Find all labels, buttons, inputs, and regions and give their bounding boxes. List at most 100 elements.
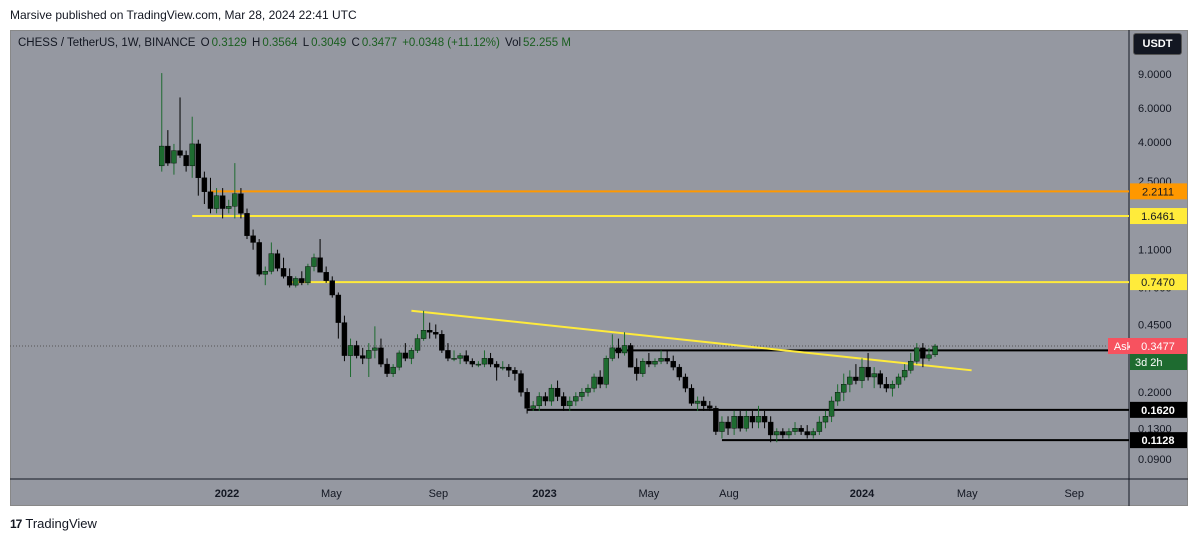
price-tick-label: 4.0000 bbox=[1138, 137, 1172, 149]
candle-body bbox=[731, 416, 737, 429]
countdown-label: 3d 2h bbox=[1135, 357, 1163, 369]
candle-body bbox=[621, 345, 628, 354]
candle-body bbox=[414, 338, 421, 351]
candle-body bbox=[871, 373, 877, 378]
time-tick-label: Sep bbox=[429, 488, 449, 500]
candle-body bbox=[603, 358, 609, 385]
candle-body bbox=[810, 431, 816, 436]
candle-body bbox=[865, 366, 871, 378]
level-price-tag bbox=[1130, 274, 1187, 291]
candle-body bbox=[262, 271, 268, 275]
tradingview-brand: TradingView bbox=[25, 516, 97, 531]
support-price-label: 0.1620 bbox=[1141, 405, 1175, 417]
candle-body bbox=[822, 416, 829, 423]
candle-body bbox=[366, 350, 372, 359]
candle-body bbox=[256, 242, 262, 275]
candle-body bbox=[774, 431, 780, 436]
candle-body bbox=[226, 206, 232, 209]
candle-body bbox=[676, 366, 683, 378]
publisher-line: Marsive published on TradingView.com, Ma… bbox=[10, 8, 357, 22]
ask-label: Ask bbox=[1114, 341, 1133, 353]
candle-body bbox=[646, 360, 652, 365]
candle-body bbox=[280, 268, 287, 277]
candle-body bbox=[512, 370, 518, 374]
candle-body bbox=[408, 350, 415, 359]
high-label: H bbox=[252, 37, 261, 49]
level-price-label: 1.6461 bbox=[1141, 211, 1175, 223]
candle-body bbox=[707, 405, 713, 409]
candle-body bbox=[634, 366, 640, 374]
symbol-label[interactable]: CHESS / TetherUS, 1W, BINANCE bbox=[18, 37, 196, 49]
tradingview-logo-icon: 17 bbox=[10, 516, 22, 531]
currency-button[interactable]: USDT bbox=[1133, 33, 1182, 55]
level-price-label: 0.7470 bbox=[1141, 277, 1175, 289]
candle-body bbox=[293, 278, 299, 286]
candle-body bbox=[500, 366, 506, 369]
candle-body bbox=[780, 431, 786, 436]
support-price-tag bbox=[1130, 401, 1187, 418]
candle-body bbox=[853, 376, 859, 381]
low-value: 0.3049 bbox=[311, 37, 347, 49]
candle-body bbox=[755, 416, 762, 423]
candle-body bbox=[426, 330, 433, 333]
candle-body bbox=[378, 347, 384, 365]
time-tick-label: 2023 bbox=[532, 488, 556, 500]
candle-body bbox=[274, 253, 281, 269]
candle-body bbox=[847, 376, 853, 385]
candle-body bbox=[335, 294, 342, 323]
level-price-label: 2.2111 bbox=[1142, 186, 1174, 198]
candle-body bbox=[451, 358, 457, 360]
candle-body bbox=[713, 408, 719, 432]
candle-body bbox=[542, 396, 549, 402]
candle-body bbox=[591, 376, 597, 389]
support-price-label: 0.1128 bbox=[1141, 435, 1174, 447]
candle-body bbox=[189, 143, 195, 167]
candle-body bbox=[457, 355, 463, 359]
candle-body bbox=[469, 360, 476, 365]
candle-body bbox=[585, 387, 591, 393]
candle-body bbox=[384, 363, 390, 374]
candle-body bbox=[341, 322, 348, 356]
candle-body bbox=[920, 347, 926, 359]
candle-body bbox=[311, 257, 317, 267]
close-value: 0.3477 bbox=[361, 37, 397, 49]
candle-body bbox=[183, 155, 189, 167]
candle-body bbox=[518, 373, 524, 393]
candle-body bbox=[749, 416, 756, 423]
time-tick-label: Sep bbox=[1064, 488, 1084, 500]
candle-body bbox=[524, 392, 530, 409]
tradingview-footer[interactable]: 17 TradingView bbox=[10, 516, 97, 531]
candle-body bbox=[286, 276, 293, 286]
candle-body bbox=[481, 358, 488, 365]
candle-body bbox=[652, 360, 658, 365]
price-chart[interactable]: 9.00006.00004.00002.50001.10000.70000.45… bbox=[10, 30, 1188, 506]
time-tick-label: 2022 bbox=[215, 488, 239, 500]
candle-body bbox=[347, 345, 354, 356]
candle-body bbox=[232, 193, 238, 207]
candle-body bbox=[548, 387, 555, 402]
trendline bbox=[411, 309, 972, 372]
time-tick-label: May bbox=[321, 488, 342, 500]
candle-body bbox=[816, 421, 823, 432]
candle-body bbox=[250, 235, 256, 243]
candle-body bbox=[895, 376, 902, 385]
candle-body bbox=[901, 370, 908, 378]
candle-body bbox=[804, 431, 810, 436]
candle-body bbox=[201, 177, 208, 192]
candle-body bbox=[317, 257, 323, 273]
candle-body bbox=[579, 392, 585, 397]
countdown-tag bbox=[1130, 354, 1187, 371]
candle-body bbox=[323, 272, 329, 281]
candle-body bbox=[682, 376, 689, 389]
level-price-tag bbox=[1130, 183, 1187, 200]
candle-body bbox=[670, 360, 676, 368]
candle-body bbox=[640, 360, 646, 374]
candle-body bbox=[177, 150, 183, 156]
candle-body bbox=[597, 376, 603, 385]
time-tick-label: 2024 bbox=[850, 488, 875, 500]
candle-body bbox=[493, 363, 500, 368]
candle-body bbox=[573, 396, 579, 402]
candle-body bbox=[268, 253, 275, 272]
candle-body bbox=[402, 352, 409, 359]
candle-body bbox=[737, 416, 743, 429]
